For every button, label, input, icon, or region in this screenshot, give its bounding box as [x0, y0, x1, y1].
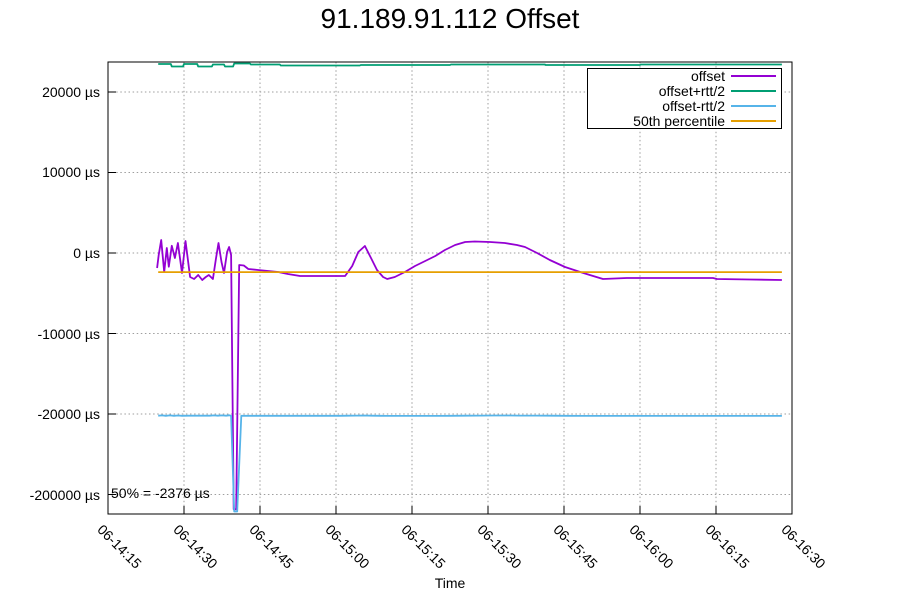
y-tick-label: -20000 µs: [37, 406, 100, 422]
x-axis-title: Time: [434, 575, 466, 591]
y-tick-label: 0 µs: [73, 245, 100, 261]
legend-item-label: offset-rtt/2: [662, 97, 725, 114]
plot-border: [107, 61, 793, 515]
legend-item: offset-rtt/2: [588, 97, 781, 114]
legend-item-label: offset+rtt/2: [658, 82, 725, 99]
legend-item: offset: [588, 67, 781, 84]
legend-line-sample: [731, 120, 776, 122]
y-tick-label: 20000 µs: [42, 83, 100, 100]
legend-item-label: 50th percentile: [633, 112, 725, 129]
legend-item: 50th percentile: [588, 112, 781, 129]
legend-line-sample: [731, 75, 776, 77]
series-offset: [156, 239, 782, 511]
y-tick-label: -200000 µs: [29, 486, 100, 503]
legend-item: offset+rtt/2: [588, 82, 781, 99]
percentile-annotation: 50% = -2376 µs: [111, 485, 210, 501]
series-offset-rtt-2: [158, 414, 782, 513]
legend: offset offset+rtt/2 offset-rtt/2 50th perce…: [587, 68, 782, 129]
legend-line-sample: [731, 105, 776, 107]
chart-title: 91.189.91.112 Offset: [320, 3, 580, 34]
y-tick-label: -10000 µs: [37, 325, 100, 342]
legend-item-label: offset: [691, 67, 725, 84]
y-tick-label: 10000 µs: [42, 164, 100, 181]
legend-line-sample: [731, 90, 776, 92]
series-offset-rtt-2: [158, 62, 782, 68]
